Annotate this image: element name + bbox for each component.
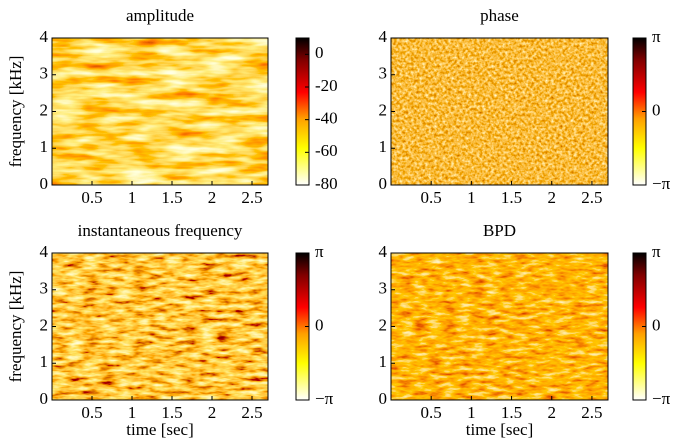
- y-tick-label: 0: [379, 389, 388, 408]
- x-tick-label: 2: [208, 403, 217, 422]
- y-tick-label: 1: [379, 352, 388, 371]
- x-tick-label: 0.5: [81, 188, 102, 207]
- y-tick-label: 4: [379, 242, 388, 261]
- colorbar-tick-label: π: [652, 242, 661, 261]
- y-tick-label: 1: [40, 352, 49, 371]
- colorbar: [295, 37, 310, 186]
- x-tick-label: 1.5: [501, 188, 522, 207]
- x-tick-label: 1.5: [161, 403, 182, 422]
- colorbar-tick-label: -80: [315, 174, 338, 193]
- colorbar-tick-label: −π: [652, 389, 671, 408]
- y-tick-label: 2: [40, 100, 49, 119]
- panel-title: BPD: [483, 221, 516, 240]
- y-axis-label: frequency [kHz]: [6, 271, 25, 383]
- x-tick-label: 0.5: [421, 403, 442, 422]
- colorbar-tick-label: -40: [315, 109, 338, 128]
- colorbar-tick-label: −π: [315, 389, 334, 408]
- x-tick-label: 1: [128, 188, 137, 207]
- y-tick-label: 1: [379, 137, 388, 156]
- x-tick-label: 2.5: [581, 403, 602, 422]
- y-tick-label: 4: [379, 27, 388, 46]
- y-tick-label: 3: [379, 64, 388, 83]
- x-tick-label: 2: [547, 188, 556, 207]
- x-tick-label: 1.5: [501, 403, 522, 422]
- y-tick-label: 2: [40, 315, 49, 334]
- y-tick-label: 4: [40, 27, 49, 46]
- y-tick-label: 0: [40, 389, 49, 408]
- colorbar-tick-label: 0: [315, 43, 324, 62]
- colorbar-tick-label: -60: [315, 141, 338, 160]
- y-tick-label: 3: [40, 64, 49, 83]
- y-tick-label: 3: [40, 279, 49, 298]
- colorbar-tick-label: -20: [315, 76, 338, 95]
- x-axis-label: time [sec]: [466, 420, 534, 439]
- spectrogram-image: [52, 38, 268, 185]
- colorbar-tick-label: π: [652, 27, 661, 46]
- y-tick-label: 2: [379, 100, 388, 119]
- y-axis-label: frequency [kHz]: [6, 56, 25, 168]
- colorbar-tick-label: 0: [652, 100, 661, 119]
- y-tick-label: 0: [379, 174, 388, 193]
- x-tick-label: 1: [128, 403, 137, 422]
- x-tick-label: 2.5: [241, 188, 262, 207]
- x-tick-label: 0.5: [421, 188, 442, 207]
- colorbar-tick-label: 0: [315, 315, 324, 334]
- y-tick-label: 4: [40, 242, 49, 261]
- x-tick-label: 2.5: [581, 188, 602, 207]
- spectrogram-image: [391, 253, 608, 400]
- colorbar-tick-label: π: [315, 242, 324, 261]
- y-tick-label: 0: [40, 174, 49, 193]
- panel-title: instantaneous frequency: [78, 221, 243, 240]
- x-tick-label: 1.5: [161, 188, 182, 207]
- panel-title: phase: [480, 6, 519, 25]
- y-tick-label: 3: [379, 279, 388, 298]
- spectrogram-image: [391, 38, 608, 185]
- colorbar-tick-label: 0: [652, 315, 661, 334]
- x-tick-label: 1: [467, 403, 476, 422]
- y-tick-label: 2: [379, 315, 388, 334]
- x-tick-label: 1: [467, 188, 476, 207]
- spectrogram-image: [52, 253, 268, 400]
- panel-title: amplitude: [126, 6, 194, 25]
- y-tick-label: 1: [40, 137, 49, 156]
- colorbar-tick-label: −π: [652, 174, 671, 193]
- x-tick-label: 2.5: [241, 403, 262, 422]
- x-tick-label: 0.5: [81, 403, 102, 422]
- x-axis-label: time [sec]: [126, 420, 194, 439]
- x-tick-label: 2: [547, 403, 556, 422]
- x-tick-label: 2: [208, 188, 217, 207]
